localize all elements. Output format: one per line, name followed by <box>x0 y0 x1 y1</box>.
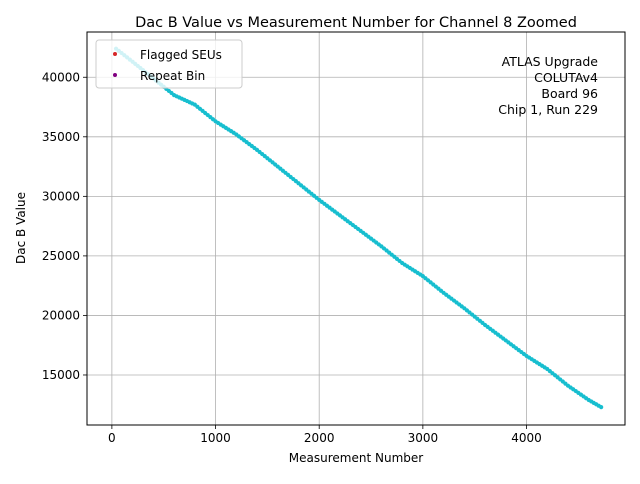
annotation-line-1: ATLAS Upgrade <box>502 54 599 69</box>
y-axis-ticks: 15000 20000 25000 30000 35000 40000 <box>42 70 87 382</box>
x-axis-label: Measurement Number <box>289 451 423 465</box>
x-tick-label: 1000 <box>200 431 231 445</box>
y-tick-label: 35000 <box>42 130 80 144</box>
data-point <box>599 405 604 410</box>
legend-marker-flagged-seus <box>113 52 117 56</box>
x-tick-label: 3000 <box>408 431 439 445</box>
legend-label-repeat-bin: Repeat Bin <box>140 69 205 83</box>
annotation-line-2: COLUTAv4 <box>534 70 598 85</box>
chart-title: Dac B Value vs Measurement Number for Ch… <box>135 15 577 31</box>
x-tick-label: 0 <box>108 431 116 445</box>
run-info-annotation: ATLAS Upgrade COLUTAv4 Board 96 Chip 1, … <box>498 54 598 117</box>
plot-area-frame <box>86 31 626 426</box>
x-tick-label: 2000 <box>304 431 335 445</box>
y-tick-label: 30000 <box>42 189 80 203</box>
y-axis-label: Dac B Value <box>14 192 28 264</box>
annotation-line-3: Board 96 <box>541 86 598 101</box>
legend-label-flagged-seus: Flagged SEUs <box>140 48 222 62</box>
y-tick-label: 20000 <box>42 308 80 322</box>
y-tick-label: 15000 <box>42 368 80 382</box>
y-tick-label: 40000 <box>42 70 80 84</box>
annotation-line-4: Chip 1, Run 229 <box>498 102 598 117</box>
y-tick-label: 25000 <box>42 249 80 263</box>
legend-box <box>95 39 243 89</box>
x-tick-label: 4000 <box>511 431 542 445</box>
legend-marker-repeat-bin <box>113 73 117 77</box>
grid <box>87 32 625 425</box>
legend: Flagged SEUs Repeat Bin <box>95 39 243 89</box>
x-axis-ticks: 0 1000 2000 3000 4000 <box>108 425 542 445</box>
